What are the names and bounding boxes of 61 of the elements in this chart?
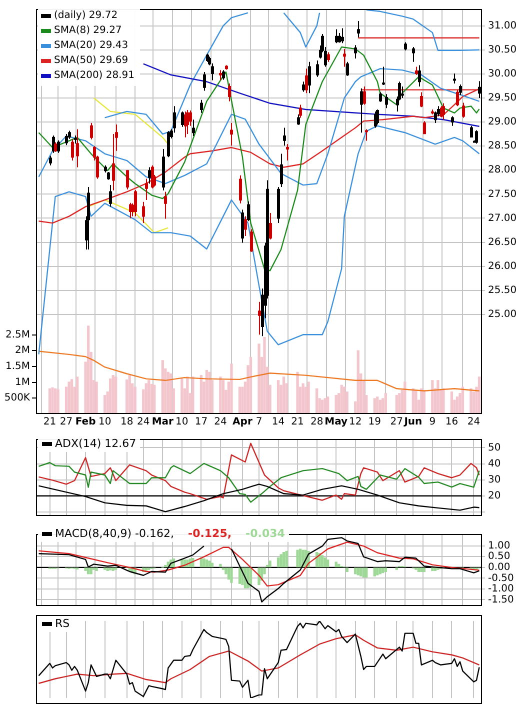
- x-tick-label: 19: [368, 416, 381, 428]
- x-tick-label: 21: [43, 416, 56, 428]
- legend-label: (daily) 29.72: [54, 9, 118, 23]
- y-tick-label: 30.00: [488, 68, 517, 80]
- y-tick-label: 30.50: [488, 44, 517, 56]
- y-tick-label: 29.50: [488, 92, 517, 104]
- legend-label: SMA(50) 29.69: [54, 54, 128, 68]
- x-tick-label: May: [324, 416, 348, 428]
- legend-label: RS: [55, 617, 70, 631]
- y-tick-label: 27.50: [488, 188, 517, 200]
- x-tick-label: 24: [467, 416, 480, 428]
- x-tick-label: 14: [272, 416, 285, 428]
- y-tick-label: 0.50: [488, 551, 510, 562]
- y-tick-label: 31.00: [488, 20, 517, 32]
- y-tick-label: 25.50: [488, 284, 517, 296]
- x-tick-label: 18: [120, 416, 134, 428]
- y2-tick-label: 2M: [15, 345, 30, 356]
- y-tick-label: 1.00: [488, 540, 510, 552]
- x-tick-label: 24: [137, 416, 150, 428]
- x-tick-label: Apr: [232, 416, 252, 428]
- x-tick-label: 10: [98, 416, 112, 428]
- x-tick-label: 28: [310, 416, 324, 428]
- x-tick-label: Jun: [403, 416, 422, 428]
- x-tick-label: 27: [60, 416, 73, 428]
- x-tick-label: 17: [194, 416, 208, 428]
- legend-label: MACD(8,40,9) -0.162,: [55, 527, 174, 541]
- x-tick-label: 27: [390, 416, 404, 428]
- y-tick-label: 30: [488, 474, 501, 486]
- series-label: -0.125,: [188, 527, 232, 541]
- y2-tick-label: 1.5M: [5, 361, 30, 372]
- x-tick-label: Mar: [152, 416, 174, 428]
- y-tick-label: 28.50: [488, 140, 517, 152]
- y-tick-label: 40: [488, 458, 501, 470]
- y-tick-label: -0.50: [488, 572, 514, 584]
- y2-tick-label: 2.5M: [5, 329, 30, 340]
- x-tick-label: 7: [256, 416, 262, 428]
- y-tick-label: -1.50: [488, 594, 514, 606]
- y-tick-label: 20: [488, 490, 501, 502]
- x-tick-label: 10: [176, 416, 188, 428]
- legend-label: SMA(200) 28.91: [54, 69, 135, 83]
- legend-label: SMA(8) 29.27: [54, 24, 122, 38]
- y2-tick-label: 1M: [15, 376, 30, 388]
- x-tick-label: 21: [291, 416, 304, 428]
- y-tick-label: 29.00: [488, 116, 517, 128]
- y-tick-label: 27.00: [488, 212, 517, 224]
- y-tick-label: 28.00: [488, 164, 517, 176]
- y-tick-label: 26.50: [488, 236, 517, 248]
- legend-label: SMA(20) 29.43: [54, 39, 128, 53]
- y2-tick-label: 500K: [4, 392, 30, 404]
- y-tick-label: 50: [488, 442, 501, 454]
- series-label: -0.034: [246, 527, 285, 541]
- legend-label: ADX(14) 12.67: [55, 437, 136, 451]
- y-tick-label: 0.00: [488, 562, 510, 574]
- x-tick-label: 16: [445, 416, 458, 428]
- y-tick-label: 26.00: [488, 260, 517, 272]
- x-tick-label: Feb: [75, 416, 96, 428]
- x-tick-label: 9: [429, 416, 436, 428]
- x-tick-label: 24: [214, 416, 227, 428]
- x-tick-label: 12: [348, 416, 362, 428]
- y-tick-label: 25.00: [488, 309, 517, 320]
- y-tick-label: -1.00: [488, 584, 514, 595]
